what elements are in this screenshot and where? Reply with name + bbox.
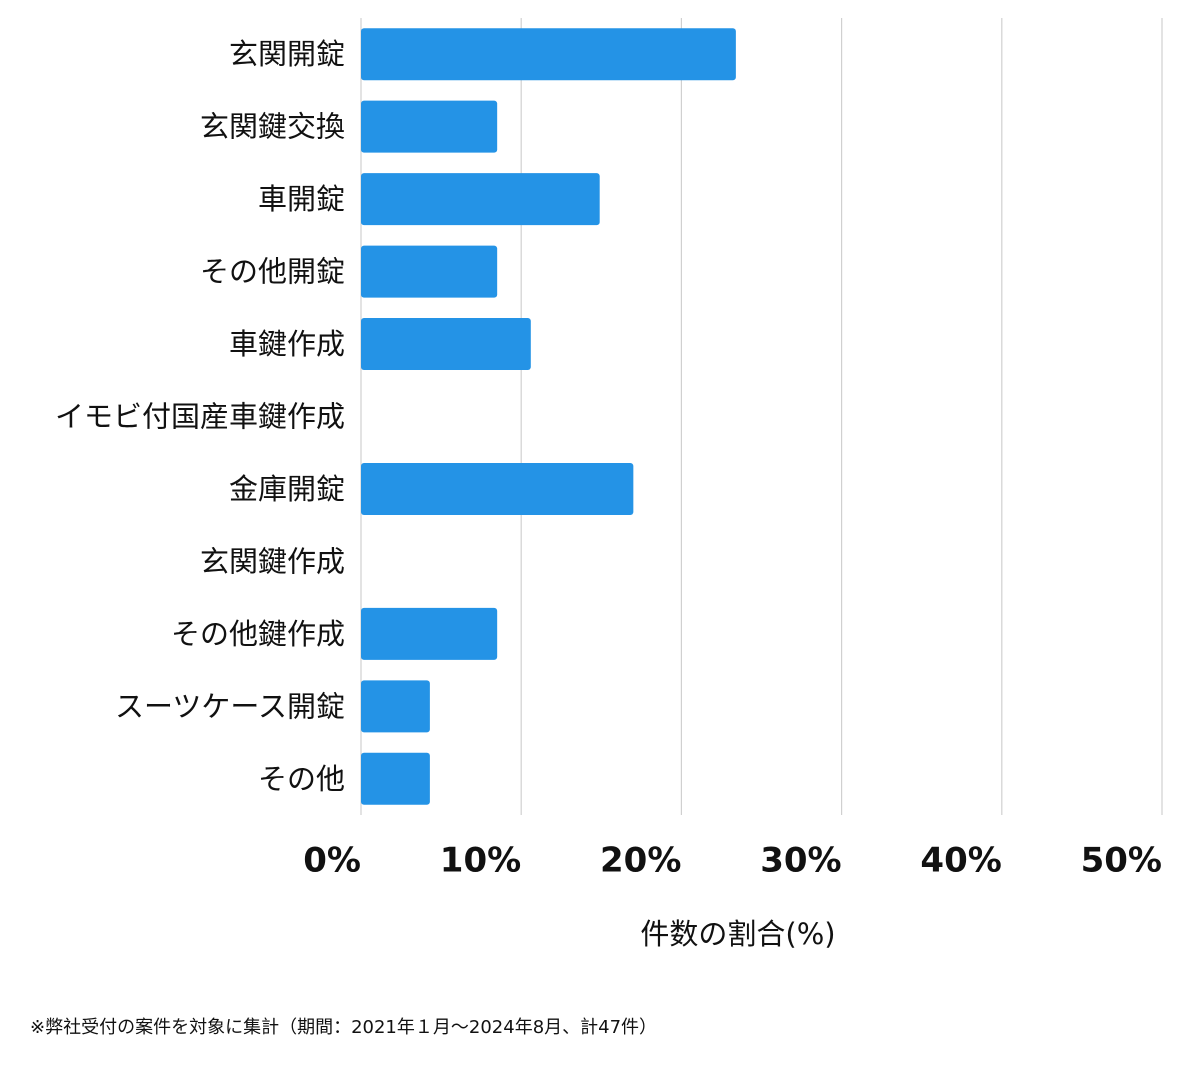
bar: [361, 752, 430, 805]
y-tick-label: 玄関開錠: [229, 37, 345, 71]
y-tick-label: その他開錠: [200, 255, 345, 289]
x-tick-label: 0%: [303, 841, 361, 881]
y-tick-label: その他鍵作成: [171, 617, 345, 651]
bar: [361, 173, 600, 226]
bar: [361, 100, 498, 153]
x-tick-label: 30%: [760, 841, 841, 881]
y-tick-label: 車鍵作成: [229, 327, 345, 361]
footnote: ※弊社受付の案件を対象に集計（期間：2021年１月～2024年8月、計47件）: [30, 1017, 657, 1038]
bar: [361, 318, 531, 371]
bar: [361, 462, 634, 515]
y-tick-label: イモビ付国産車鍵作成: [55, 400, 345, 434]
x-tick-label: 40%: [920, 841, 1001, 881]
y-tick-label: 車開錠: [258, 182, 345, 216]
bar: [361, 607, 498, 660]
y-tick-label: 玄関鍵交換: [200, 110, 345, 144]
x-axis-label: 件数の割合(%): [640, 917, 835, 951]
bar: [361, 680, 430, 733]
x-tick-label: 20%: [600, 841, 681, 881]
y-tick-label: その他: [258, 762, 345, 796]
y-tick-label: 金庫開錠: [229, 472, 345, 506]
x-tick-label: 10%: [440, 841, 521, 881]
y-tick-label: 玄関鍵作成: [200, 544, 345, 578]
x-tick-label: 50%: [1081, 841, 1162, 881]
y-tick-label: スーツケース開錠: [115, 689, 345, 723]
bar: [361, 28, 736, 81]
bar: [361, 245, 498, 298]
